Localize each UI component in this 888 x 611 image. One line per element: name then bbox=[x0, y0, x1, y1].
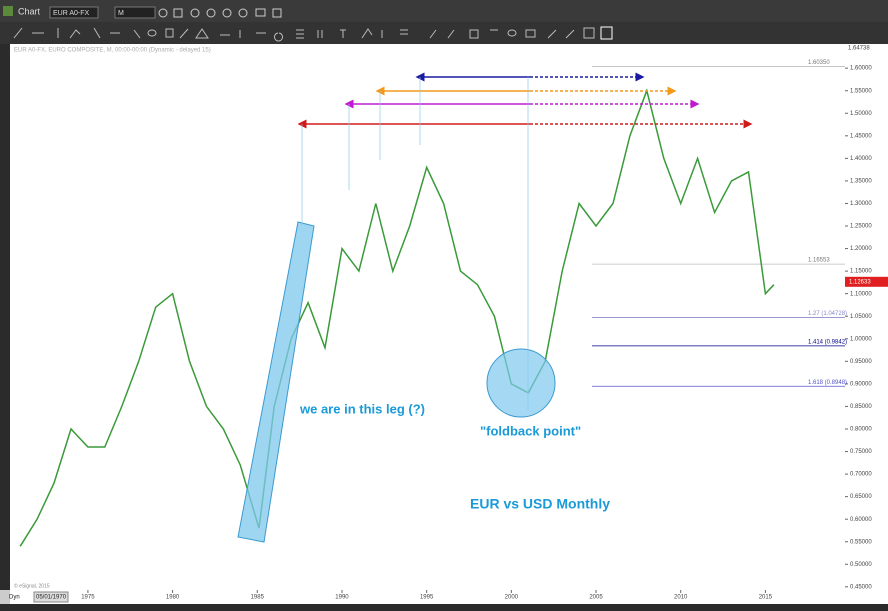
toolbar bbox=[0, 22, 888, 44]
y-tick-label: 0.95000 bbox=[850, 359, 872, 365]
y-tick-label: 0.80000 bbox=[850, 427, 872, 433]
y-tick-label: 1.35000 bbox=[850, 178, 872, 184]
price-axis bbox=[845, 44, 888, 590]
x-tick-label: 2015 bbox=[759, 595, 773, 601]
y-tick-label: 0.70000 bbox=[850, 472, 872, 478]
footer-left bbox=[0, 590, 10, 604]
leg-highlight bbox=[237, 221, 315, 543]
symbol-box[interactable] bbox=[49, 6, 99, 19]
level-label: 1.414 (0.9842) bbox=[808, 339, 847, 345]
time-axis bbox=[10, 590, 888, 604]
foldback-circle bbox=[486, 348, 556, 418]
y-tick-label: 1.25000 bbox=[850, 224, 872, 230]
date-box[interactable] bbox=[33, 591, 69, 603]
level-label: 1.618 (0.8948) bbox=[808, 380, 847, 386]
y-tick-label: 1.20000 bbox=[850, 246, 872, 252]
arrow-drop-lines bbox=[301, 77, 529, 410]
app-icon bbox=[3, 6, 13, 16]
level-label: 1.60350 bbox=[808, 60, 830, 66]
last-price-box bbox=[845, 276, 888, 287]
title-icons[interactable] bbox=[158, 8, 282, 18]
range-arrows bbox=[297, 72, 753, 129]
annotation: "foldback point" bbox=[480, 423, 581, 438]
y-tick-label: 1.55000 bbox=[850, 88, 872, 94]
y-tick-label: 1.10000 bbox=[850, 291, 872, 297]
copyright: © eSignal, 2015 bbox=[14, 582, 50, 589]
x-tick-label: 1995 bbox=[420, 595, 434, 601]
y-tick-label: 0.85000 bbox=[850, 404, 872, 410]
y-tick-label: 1.50000 bbox=[850, 111, 872, 117]
chart-subtitle: EUR A0-FX, EURO COMPOSITE, M, 00:00-00:0… bbox=[14, 48, 211, 54]
last-price-label: 1.12633 bbox=[849, 279, 871, 285]
x-tick-label: 1975 bbox=[81, 595, 95, 601]
y-tick-label: 0.65000 bbox=[850, 494, 872, 500]
y-tick-label: 0.60000 bbox=[850, 517, 872, 523]
y-tick-label: 1.00000 bbox=[850, 336, 872, 342]
y-tick-label: 1.15000 bbox=[850, 269, 872, 275]
x-tick-label: 1980 bbox=[166, 595, 180, 601]
y-tick-label: 1.05000 bbox=[850, 314, 872, 320]
y-tick-label: 0.55000 bbox=[850, 539, 872, 545]
annotation: we are in this leg (?) bbox=[299, 401, 425, 416]
plot-area bbox=[10, 44, 845, 590]
y-tick-label: 0.75000 bbox=[850, 449, 872, 455]
price-line bbox=[19, 88, 775, 547]
top-price-label: 1.64738 bbox=[848, 46, 870, 52]
x-tick-label: 2010 bbox=[674, 595, 688, 601]
level-label: 1.27 (1.04728) bbox=[808, 311, 847, 317]
y-tick-label: 0.50000 bbox=[850, 562, 872, 568]
plot-layer: 0.45000 0.50000 0.55000 0.60000 0.65000 0.700… bbox=[19, 60, 888, 601]
title-bar bbox=[0, 0, 888, 22]
x-tick-label: 1990 bbox=[335, 595, 349, 601]
window-title: Chart bbox=[18, 6, 41, 16]
y-tick-label: 1.45000 bbox=[850, 133, 872, 139]
level-label: 1.16553 bbox=[808, 258, 830, 264]
drawing-tools[interactable] bbox=[13, 26, 613, 42]
symbol[interactable]: EUR A0-FX bbox=[53, 10, 90, 17]
x-tick-label: 2005 bbox=[589, 595, 603, 601]
y-tick-label: 0.45000 bbox=[850, 584, 872, 590]
y-tick-label: 1.60000 bbox=[850, 66, 872, 72]
mode[interactable]: Dyn bbox=[9, 595, 20, 601]
date[interactable]: 05/01/1970 bbox=[36, 595, 67, 601]
x-tick-label: 1985 bbox=[251, 595, 265, 601]
x-tick-label: 2000 bbox=[505, 595, 519, 601]
interval-box[interactable] bbox=[114, 6, 156, 19]
y-tick-label: 1.40000 bbox=[850, 156, 872, 162]
annotation: EUR vs USD Monthly bbox=[470, 496, 610, 512]
y-tick-label: 0.90000 bbox=[850, 381, 872, 387]
interval[interactable]: M bbox=[118, 10, 124, 17]
y-tick-label: 1.30000 bbox=[850, 201, 872, 207]
